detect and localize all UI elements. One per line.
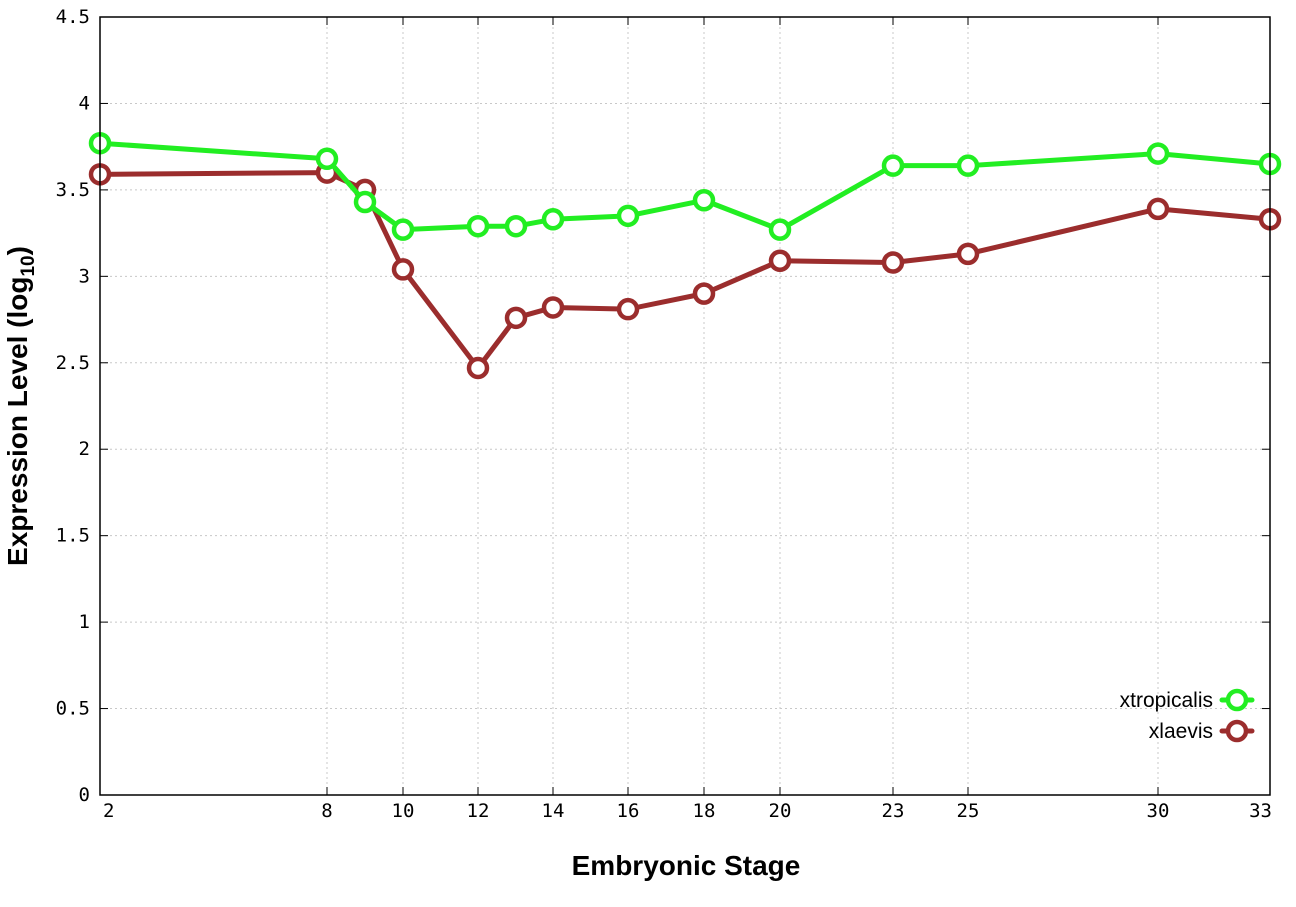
axis-ticks: 0 0.5 1 1.5 2 2.5 3 3.5 4 4.5 2 8 10 12 14 16 18 20 23 25 30… — [56, 6, 1272, 822]
data-point-xtropicalis — [504, 214, 528, 238]
data-point-xtropicalis — [956, 154, 980, 177]
x-tick-label: 14 — [542, 800, 565, 822]
data-point-xlaevis — [616, 297, 640, 321]
x-axis-title: Embryonic Stage — [572, 850, 801, 881]
legend-swatch-marker-xtropicalis — [1225, 688, 1249, 712]
series-lines — [88, 131, 1282, 380]
data-point-xtropicalis — [466, 214, 490, 238]
data-point-xlaevis — [391, 258, 415, 281]
series-xtropicalis — [88, 131, 1282, 241]
x-tick-label: 25 — [957, 800, 980, 822]
data-point-xlaevis — [881, 251, 905, 274]
legend-swatch-marker-xlaevis — [1225, 719, 1249, 743]
x-tick-label: 33 — [1249, 800, 1272, 822]
y-tick-label: 0.5 — [56, 698, 90, 720]
x-tick-label: 8 — [321, 800, 332, 822]
legend: xtropicalis xlaevis — [1120, 688, 1255, 743]
data-point-xtropicalis — [353, 190, 377, 214]
data-point-xlaevis — [466, 356, 490, 380]
x-tick-label: 10 — [392, 800, 415, 822]
x-tick-label: 30 — [1147, 800, 1170, 822]
data-point-xtropicalis — [881, 154, 905, 177]
data-point-xlaevis — [1146, 197, 1170, 221]
data-point-xlaevis — [541, 296, 565, 319]
data-point-xtropicalis — [315, 147, 339, 171]
y-tick-label: 3 — [79, 265, 90, 287]
grid — [100, 17, 1270, 795]
y-tick-label: 2 — [79, 438, 90, 460]
y-tick-label: 1 — [79, 611, 90, 633]
data-point-xtropicalis — [768, 218, 792, 241]
y-tick-label: 2.5 — [56, 352, 90, 374]
y-tick-label: 1.5 — [56, 525, 90, 547]
x-tick-label: 18 — [693, 800, 716, 822]
y-tick-label: 4.5 — [56, 6, 90, 28]
data-point-xlaevis — [692, 282, 716, 305]
y-tick-label: 3.5 — [56, 179, 90, 201]
y-tick-label: 0 — [79, 784, 90, 806]
x-tick-label: 16 — [617, 800, 640, 822]
data-point-xtropicalis — [616, 204, 640, 228]
legend-label-xlaevis: xlaevis — [1149, 720, 1213, 743]
y-axis-title: Expression Level (log10) — [2, 246, 39, 566]
x-tick-label: 20 — [769, 800, 792, 822]
x-tick-label: 23 — [882, 800, 905, 822]
data-point-xtropicalis — [692, 189, 716, 212]
x-tick-label: 2 — [103, 800, 114, 822]
series-line-xtropicalis — [97, 140, 1273, 233]
data-point-xtropicalis — [391, 218, 415, 241]
y-axis-title-close: ) — [2, 246, 33, 255]
data-point-xlaevis — [504, 306, 528, 330]
y-tick-label: 4 — [79, 92, 90, 114]
x-tick-label: 12 — [467, 800, 490, 822]
data-point-xtropicalis — [541, 208, 565, 231]
data-point-xtropicalis — [1146, 142, 1170, 165]
data-point-xlaevis — [956, 242, 980, 266]
y-axis-title-subscript: 10 — [18, 255, 39, 276]
data-point-xlaevis — [768, 249, 792, 273]
plot-frame — [99, 16, 1271, 796]
y-axis-title-main: Expression Level (log — [2, 277, 33, 566]
legend-label-xtropicalis: xtropicalis — [1120, 689, 1213, 712]
series-xlaevis — [88, 161, 1282, 380]
